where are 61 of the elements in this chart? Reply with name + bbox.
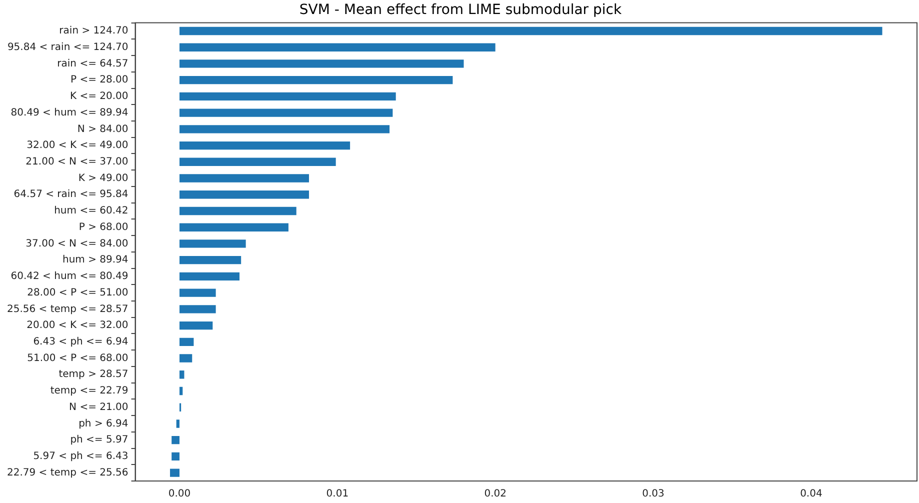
y-tick-label: P > 68.00 <box>78 222 128 233</box>
y-tick-label: hum <= 60.42 <box>54 206 128 217</box>
y-tick-label: 37.00 < N <= 84.00 <box>26 238 128 250</box>
x-tick-label: 0.00 <box>168 488 191 500</box>
bar <box>179 386 183 396</box>
y-tick-label: N <= 21.00 <box>69 402 128 413</box>
bar <box>179 321 213 330</box>
bar <box>179 223 288 232</box>
bar <box>179 256 242 264</box>
bar <box>179 108 393 117</box>
bar <box>179 288 216 297</box>
bar <box>179 158 336 166</box>
y-tick-label: hum > 89.94 <box>62 254 128 266</box>
bar <box>176 420 180 428</box>
bar <box>179 240 246 248</box>
y-tick-label: 60.42 < hum <= 80.49 <box>10 271 128 282</box>
bar <box>179 305 216 314</box>
bar <box>179 26 882 36</box>
y-tick-label: P <= 28.00 <box>70 74 128 86</box>
bar <box>179 76 453 84</box>
y-tick-label: temp <= 22.79 <box>50 386 128 397</box>
bar <box>179 272 240 281</box>
bar <box>179 141 350 150</box>
x-tick-label: 0.01 <box>326 488 349 500</box>
bar <box>179 60 464 68</box>
bar <box>179 92 396 101</box>
y-tick-label: 25.56 < temp <= 28.57 <box>6 304 128 315</box>
y-tick-label: 95.84 < rain <= 124.70 <box>7 42 128 53</box>
bar <box>172 452 180 461</box>
y-tick-label: ph > 6.94 <box>78 418 128 430</box>
bar <box>179 206 296 216</box>
y-tick-label: 51.00 < P <= 68.00 <box>27 352 128 364</box>
y-tick-label: K > 49.00 <box>78 172 128 184</box>
y-tick-label: 80.49 < hum <= 89.94 <box>10 107 128 118</box>
y-tick-label: 21.00 < N <= 37.00 <box>26 156 128 168</box>
x-tick-label: 0.04 <box>800 488 822 500</box>
bar <box>179 354 192 362</box>
y-tick-label: 64.57 < rain <= 95.84 <box>14 189 128 200</box>
bar <box>179 43 496 52</box>
x-tick-label: 0.02 <box>484 488 506 500</box>
bar <box>179 370 184 379</box>
bar <box>179 125 390 134</box>
bar <box>170 468 180 477</box>
y-tick-label: 20.00 < K <= 32.00 <box>26 320 128 332</box>
y-tick-label: temp > 28.57 <box>58 369 128 380</box>
y-tick-label: 6.43 < ph <= 6.94 <box>33 336 128 348</box>
y-tick-label: rain > 124.70 <box>59 26 128 37</box>
y-tick-label: K <= 20.00 <box>70 91 128 102</box>
x-tick-label: 0.03 <box>642 488 664 500</box>
y-tick-label: N > 84.00 <box>77 124 128 135</box>
y-tick-label: 28.00 < P <= 51.00 <box>27 287 128 298</box>
bar <box>179 190 309 199</box>
bar <box>172 436 180 444</box>
chart-title: SVM - Mean effect from LIME submodular pick <box>299 2 622 18</box>
y-tick-label: rain <= 64.57 <box>57 58 128 70</box>
y-tick-label: 5.97 < ph <= 6.43 <box>33 451 128 462</box>
bar <box>179 174 309 182</box>
y-tick-label: 22.79 < temp <= 25.56 <box>6 467 128 478</box>
y-tick-label: ph <= 5.97 <box>70 434 128 446</box>
bar <box>179 338 194 346</box>
y-tick-label: 32.00 < K <= 49.00 <box>26 140 128 152</box>
